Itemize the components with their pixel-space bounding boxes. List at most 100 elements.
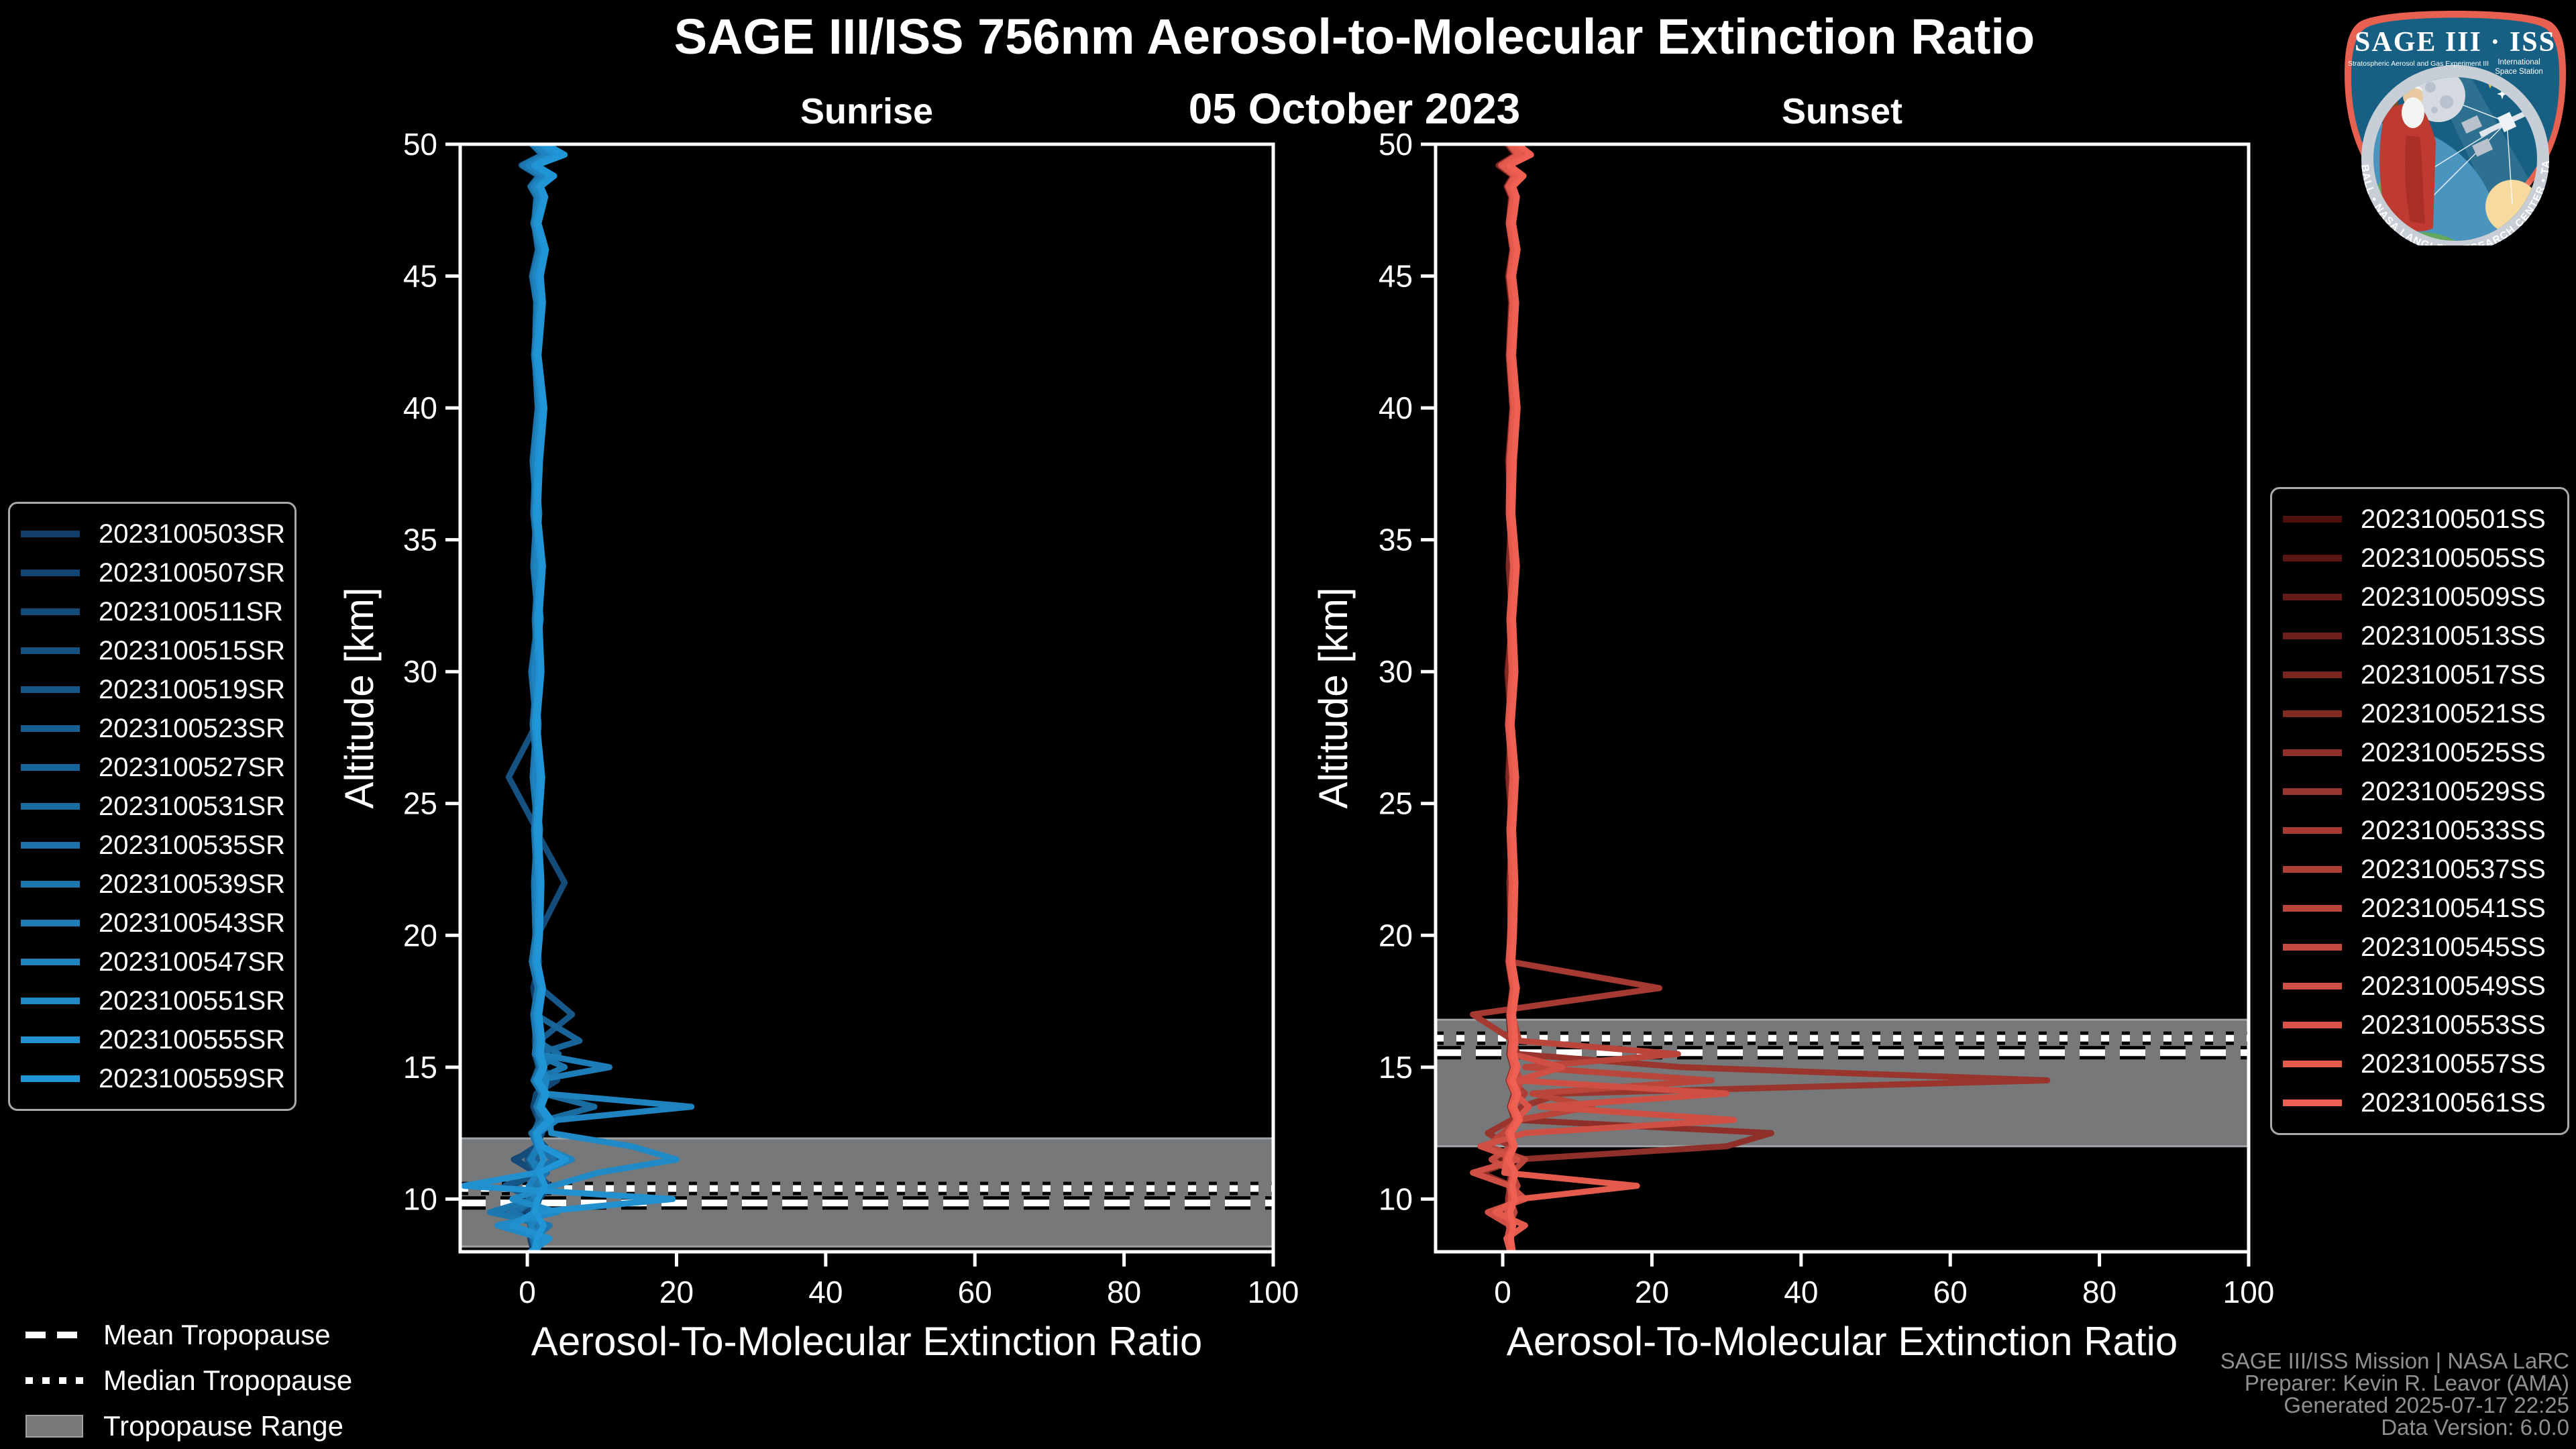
- logo-moon-crater: [2440, 95, 2453, 109]
- y-tick-label: 25: [1379, 786, 1413, 821]
- y-tick-label: 15: [403, 1050, 437, 1085]
- mean-tropopause-label: Mean Tropopause: [103, 1319, 331, 1350]
- legend-label: 2023100525SS: [2361, 737, 2546, 767]
- legend-label: 2023100501SS: [2361, 504, 2546, 534]
- legend-swatch: [2283, 866, 2342, 873]
- legend-swatch: [2283, 905, 2342, 912]
- legend-swatch: [21, 725, 80, 732]
- footer-credits: SAGE III/ISS Mission | NASA LaRC Prepare…: [2220, 1350, 2569, 1438]
- legend-swatch: [2283, 983, 2342, 989]
- y-tick-label: 10: [1379, 1181, 1413, 1216]
- legend-swatch: [21, 608, 80, 615]
- legend-label: 2023100549SS: [2361, 971, 2546, 1001]
- legend-swatch: [2283, 944, 2342, 951]
- x-tick-label: 40: [1784, 1275, 1818, 1309]
- legend-swatch: [21, 803, 80, 810]
- legend-swatch: [21, 686, 80, 693]
- legend-label: 2023100517SS: [2361, 659, 2546, 690]
- median-tropopause-label: Median Tropopause: [103, 1364, 353, 1396]
- tropopause-range-swatch-icon: [25, 1415, 83, 1438]
- legend-item: 2023100541SS: [2272, 889, 2567, 928]
- tropopause-legend-row-median: Median Tropopause: [25, 1358, 352, 1403]
- legend-swatch: [21, 920, 80, 926]
- x-tick-label: 80: [1107, 1275, 1141, 1309]
- y-tick-label: 50: [403, 127, 437, 162]
- legend-label: 2023100521SS: [2361, 698, 2546, 729]
- sunrise-title: Sunrise: [800, 91, 933, 131]
- legend-item: 2023100555SR: [10, 1020, 294, 1059]
- x-axis-label: Aerosol-To-Molecular Extinction Ratio: [531, 1319, 1202, 1364]
- legend-swatch: [2283, 516, 2342, 523]
- legend-item: 2023100523SR: [10, 709, 294, 748]
- x-tick-label: 20: [659, 1275, 694, 1309]
- figure-title: SAGE III/ISS 756nm Aerosol-to-Molecular …: [674, 9, 2035, 64]
- y-tick-label: 45: [1379, 259, 1413, 294]
- legend-swatch: [21, 531, 80, 537]
- tropopause-range-label: Tropopause Range: [103, 1410, 344, 1442]
- legend-label: 2023100503SR: [99, 519, 286, 549]
- legend-swatch: [2283, 827, 2342, 834]
- y-tick-label: 40: [1379, 390, 1413, 425]
- legend-swatch: [21, 1075, 80, 1082]
- profiles-group: [1470, 144, 2051, 1252]
- legend-item: 2023100509SS: [2272, 578, 2567, 616]
- legend-label: 2023100527SR: [99, 752, 286, 782]
- legend-label: 2023100541SS: [2361, 893, 2546, 923]
- profile-line-2023100551SR: [494, 144, 680, 1252]
- footer-data-version: Data Version: 6.0.0: [2381, 1415, 2569, 1440]
- sunrise-panel: 0 20 40 60 80 100 10 15 20 25 30 35 40 45 50: [403, 127, 1299, 1309]
- y-tick-label: 50: [1379, 127, 1413, 162]
- x-tick-label: 0: [519, 1275, 536, 1309]
- legend-item: 2023100527SR: [10, 748, 294, 787]
- y-tick-label: 40: [403, 390, 437, 425]
- y-tick-label: 20: [1379, 918, 1413, 953]
- legend-swatch: [2283, 1061, 2342, 1067]
- tropopause-legend-row-mean: Mean Tropopause: [25, 1312, 352, 1358]
- legend-item: 2023100533SS: [2272, 811, 2567, 850]
- legend-swatch: [2283, 672, 2342, 678]
- legend-swatch: [21, 647, 80, 654]
- legend-swatch: [21, 764, 80, 771]
- event-legend-sunset: 2023100501SS 2023100505SS 2023100509SS 2023…: [2270, 487, 2569, 1135]
- legend-label: 2023100559SR: [99, 1063, 286, 1093]
- legend-swatch: [2283, 1022, 2342, 1028]
- y-tick-label: 15: [1379, 1050, 1413, 1085]
- legend-item: 2023100539SR: [10, 865, 294, 904]
- legend-item: 2023100511SR: [10, 592, 294, 631]
- logo-subtitle-left: Stratospheric Aerosol and Gas Experiment…: [2348, 60, 2489, 68]
- legend-item: 2023100553SS: [2272, 1006, 2567, 1044]
- profile-line-2023100559SR: [531, 144, 570, 1252]
- legend-swatch: [21, 881, 80, 888]
- legend-item: 2023100503SR: [10, 515, 294, 553]
- legend-item: 2023100521SS: [2272, 694, 2567, 733]
- legend-swatch: [2283, 710, 2342, 717]
- axes-box: [458, 142, 1275, 1254]
- legend-label: 2023100553SS: [2361, 1010, 2546, 1040]
- legend-item: 2023100531SR: [10, 787, 294, 826]
- legend-label: 2023100537SS: [2361, 854, 2546, 884]
- axes-box: [1434, 142, 2251, 1254]
- legend-item: 2023100507SR: [10, 553, 294, 592]
- legend-label: 2023100515SR: [99, 635, 286, 665]
- logo-moon-crater: [2425, 82, 2436, 93]
- x-tick-label: 100: [1248, 1275, 1299, 1309]
- legend-label: 2023100519SR: [99, 674, 286, 704]
- y-tick-label: 25: [403, 786, 437, 821]
- legend-item: 2023100535SR: [10, 826, 294, 865]
- legend-item: 2023100543SR: [10, 904, 294, 943]
- tropopause-legend: Mean Tropopause Median Tropopause Tropop…: [25, 1312, 352, 1449]
- legend-label: 2023100533SS: [2361, 815, 2546, 845]
- median-tropopause-swatch-icon: [25, 1377, 83, 1384]
- legend-item: 2023100513SS: [2272, 616, 2567, 655]
- legend-label: 2023100545SS: [2361, 932, 2546, 962]
- x-tick-label: 80: [2082, 1275, 2116, 1309]
- logo-subtitle-right-1: International: [2498, 58, 2540, 66]
- legend-label: 2023100557SS: [2361, 1049, 2546, 1079]
- mission-logo: SAGE III · ISS Stratospheric Aerosol and…: [2339, 8, 2566, 246]
- legend-swatch: [2283, 633, 2342, 639]
- x-tick-label: 100: [2223, 1275, 2275, 1309]
- sunset-panel: 0 20 40 60 80 100 10 15 20 25 30 35 40 45 50: [1379, 127, 2275, 1309]
- footer-generated: Generated 2025-07-17 22:25: [2284, 1393, 2569, 1417]
- legend-item: 2023100517SS: [2272, 655, 2567, 694]
